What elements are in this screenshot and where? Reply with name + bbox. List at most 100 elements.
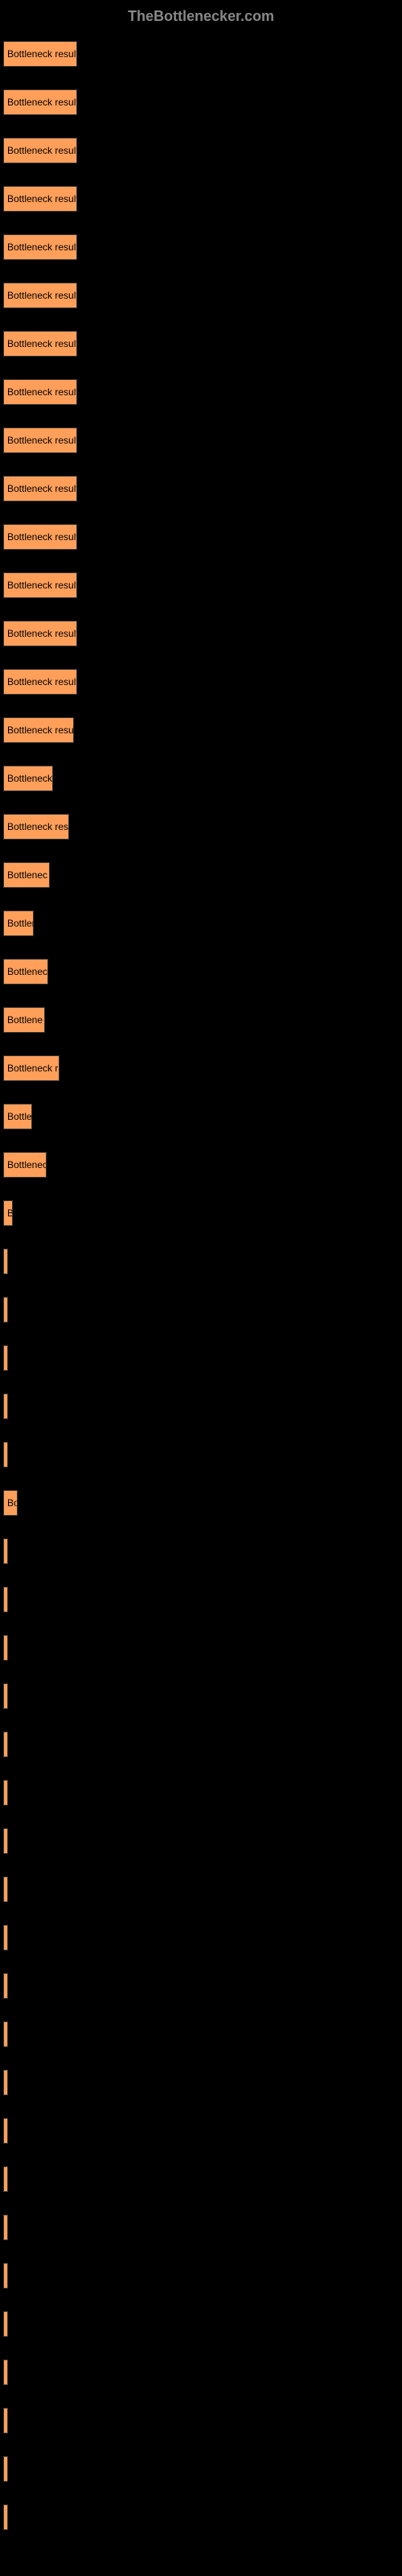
bar: Bottleneck result <box>3 138 77 163</box>
bar: Bottleneck result <box>3 621 77 646</box>
bar-row: Bottleneck result <box>0 89 402 115</box>
bar-row: Bottlenec <box>0 862 402 888</box>
bar <box>3 1732 8 1757</box>
bar: Bottleneck result <box>3 427 77 453</box>
bar-label: Bottleneck result <box>7 483 76 494</box>
bar-row: Bottleneck result <box>0 669 402 695</box>
bar-label: Bottlenec <box>7 1159 46 1170</box>
bar-row <box>0 1538 402 1564</box>
bar: Bottleneck result <box>3 331 77 357</box>
bar <box>3 1876 8 1902</box>
bar <box>3 2408 8 2434</box>
bar <box>3 2215 8 2240</box>
bar: Bottleneck result <box>3 379 77 405</box>
bar-label: B <box>7 1208 12 1219</box>
bar <box>3 2118 8 2144</box>
bar <box>3 1973 8 1999</box>
bar-label: Bottleneck result <box>7 676 76 687</box>
bar-row: Bottleneck result <box>0 621 402 646</box>
bar-row <box>0 1393 402 1419</box>
bar-label: Bottle <box>7 1111 31 1122</box>
bar <box>3 1780 8 1806</box>
bar-row <box>0 1635 402 1661</box>
bar-row: Bottleneck result <box>0 283 402 308</box>
bar: Bo <box>3 1490 18 1516</box>
bar-label: Bottleneck result <box>7 531 76 543</box>
bar: Bottleneck result <box>3 41 77 67</box>
bar-row: Bottleneck result <box>0 572 402 598</box>
bar-label: Bottlenec <box>7 966 47 977</box>
bar: Bottleneck result <box>3 89 77 115</box>
bar <box>3 1297 8 1323</box>
bar <box>3 2359 8 2385</box>
bar-label: Bottlene <box>7 1014 43 1026</box>
bar: Bottleneck res <box>3 814 69 840</box>
bar-label: Bottleneck result <box>7 435 76 446</box>
bar: Bottleneck result <box>3 186 77 212</box>
bar-row: Bottler <box>0 910 402 936</box>
bar-row <box>0 2408 402 2434</box>
bar-row: B <box>0 1200 402 1226</box>
bar: Bottleneck <box>3 766 53 791</box>
bar: Bottleneck result <box>3 283 77 308</box>
bar-row <box>0 2359 402 2385</box>
bar-row: Bottleneck res <box>0 814 402 840</box>
bar: Bottlenec <box>3 959 48 985</box>
bar <box>3 1538 8 1564</box>
bar-row: Bottleneck resu <box>0 717 402 743</box>
bar-row <box>0 1297 402 1323</box>
bar-row: Bottleneck r <box>0 1055 402 1081</box>
bar <box>3 1828 8 1854</box>
bar <box>3 2021 8 2047</box>
bar-label: Bottleneck resu <box>7 724 73 736</box>
bar: Bottlene <box>3 1007 45 1033</box>
bar-label: Bottler <box>7 918 33 929</box>
bar <box>3 1249 8 1274</box>
bar <box>3 1393 8 1419</box>
bar-row: Bottleneck result <box>0 186 402 212</box>
header-title: TheBottlenecker.com <box>128 8 274 24</box>
bar-row <box>0 2456 402 2482</box>
bar-label: Bottleneck result <box>7 580 76 591</box>
bar-label: Bottleneck res <box>7 821 68 832</box>
bar-row <box>0 2021 402 2047</box>
bar-label: Bottleneck result <box>7 290 76 301</box>
bar <box>3 2311 8 2337</box>
bar-row: Bottleneck result <box>0 524 402 550</box>
bar-row <box>0 1345 402 1371</box>
bar: Bottleneck result <box>3 476 77 502</box>
bar: Bottleneck result <box>3 669 77 695</box>
bar-row <box>0 1780 402 1806</box>
bar: Bottleneck r <box>3 1055 59 1081</box>
bar-row: Bottleneck result <box>0 427 402 453</box>
bar: Bottlenec <box>3 1152 47 1178</box>
bar-label: Bottleneck result <box>7 242 76 253</box>
bar-row <box>0 2263 402 2289</box>
bar-row: Bottlenec <box>0 1152 402 1178</box>
bar-row: Bottleneck result <box>0 379 402 405</box>
bar-row: Bottleneck result <box>0 234 402 260</box>
bar-row <box>0 1587 402 1612</box>
bar <box>3 1925 8 1951</box>
bar-label: Bottleneck <box>7 773 52 784</box>
bar <box>3 1345 8 1371</box>
bar-row: Bottlenec <box>0 959 402 985</box>
page-header: TheBottlenecker.com <box>0 0 402 33</box>
bar: B <box>3 1200 13 1226</box>
bar <box>3 2504 8 2530</box>
bar-label: Bo <box>7 1497 17 1509</box>
bar-row <box>0 2215 402 2240</box>
bar: Bottlenec <box>3 862 50 888</box>
bar-label: Bottleneck result <box>7 193 76 204</box>
bar-row: Bo <box>0 1490 402 1516</box>
bar: Bottle <box>3 1104 32 1129</box>
bar-row: Bottleneck result <box>0 476 402 502</box>
bar-row <box>0 2166 402 2192</box>
bar-row <box>0 2070 402 2095</box>
bar-row <box>0 1973 402 1999</box>
bar-label: Bottleneck result <box>7 338 76 349</box>
bar <box>3 2070 8 2095</box>
bar-row <box>0 1249 402 1274</box>
bar-row: Bottleneck result <box>0 41 402 67</box>
bar: Bottler <box>3 910 34 936</box>
